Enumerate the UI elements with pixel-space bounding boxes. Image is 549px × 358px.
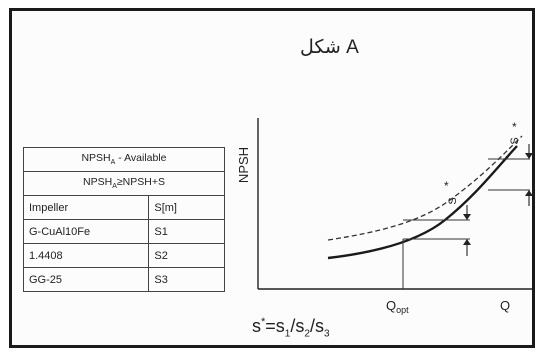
impeller-safety-table: NPSHA - Available NPSHA≥NPSH+S Impeller … [22, 147, 225, 292]
q-opt-label: Qopt [386, 298, 409, 315]
npsh-required-curve [327, 145, 518, 260]
npsh-available-dashed-curve [327, 135, 523, 241]
y-axis-label: NPSH [236, 147, 251, 183]
s-star-arrowhead-down [525, 153, 533, 159]
table-row: 1.4408 S2 [22, 243, 225, 268]
s-arrowhead-down [463, 214, 471, 220]
s-star-asterisk: * [512, 120, 517, 134]
x-axis-label: Q [500, 298, 510, 313]
safety-margin-formula: s*=s1/s2/s3 [252, 316, 330, 340]
figure-title: شكل A [300, 37, 359, 58]
table-row: G-CuAl10Fe S1 [22, 219, 225, 244]
s-arrowhead-up [463, 239, 471, 245]
impeller-name: GG-25 [22, 267, 150, 292]
s-label: S [447, 197, 459, 204]
s-star-arrowhead-up [525, 190, 533, 196]
safety-margin: S1 [148, 219, 225, 244]
impeller-name: 1.4408 [22, 243, 150, 268]
safety-margin: S3 [148, 267, 225, 292]
curve-asterisk: * [444, 179, 449, 193]
s-star-label: S [509, 137, 521, 144]
safety-margin: S2 [148, 243, 225, 268]
table-row: GG-25 S3 [22, 267, 225, 292]
